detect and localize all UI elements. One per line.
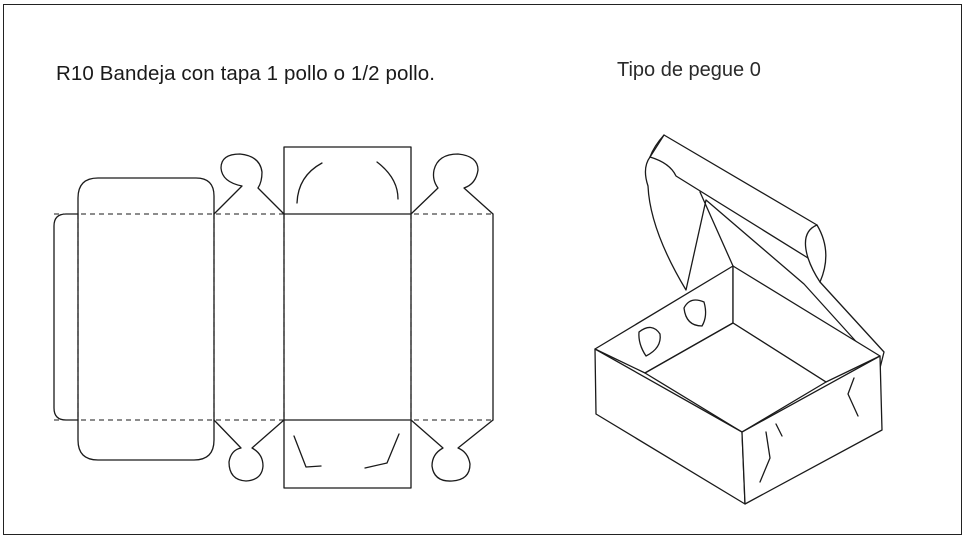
box-lid-fold-front (649, 156, 809, 259)
box-open-lid (644, 134, 885, 369)
box-corner-lock-2 (847, 377, 859, 417)
assembled-box-illustration (594, 134, 885, 505)
center-top-flap (283, 146, 412, 215)
glue-type-label: Tipo de pegue 0 (617, 59, 761, 81)
figure-title: R10 Bandeja con tapa 1 pollo o 1/2 pollo… (56, 62, 436, 85)
box-corner-lock-1 (759, 431, 771, 483)
center-top-lock-slit-right (376, 161, 399, 200)
box-corner-tab-1 (638, 326, 661, 357)
box-lid-side-edge (699, 191, 734, 267)
center-bottom-lock-slit-right (364, 433, 400, 469)
bottom-right-lock-tab (410, 419, 494, 482)
lid-panel (77, 177, 215, 461)
top-left-lock-tab (213, 153, 285, 215)
box-side-wall (741, 355, 883, 505)
box-lid-curl-right (804, 224, 821, 283)
left-tuck-flap (53, 213, 79, 421)
center-top-lock-slit-left (296, 162, 323, 204)
box-floor (644, 322, 827, 433)
center-bottom-lock-slit-left (293, 435, 322, 468)
flat-die-cut-template (53, 146, 494, 489)
center-bottom-flap (283, 419, 412, 489)
top-right-lock-tab (410, 153, 494, 215)
box-corner-lock-3 (775, 423, 783, 437)
box-corner-tab-2 (683, 299, 707, 327)
box-lid-curl (649, 134, 665, 158)
bottom-left-lock-tab (213, 419, 285, 482)
